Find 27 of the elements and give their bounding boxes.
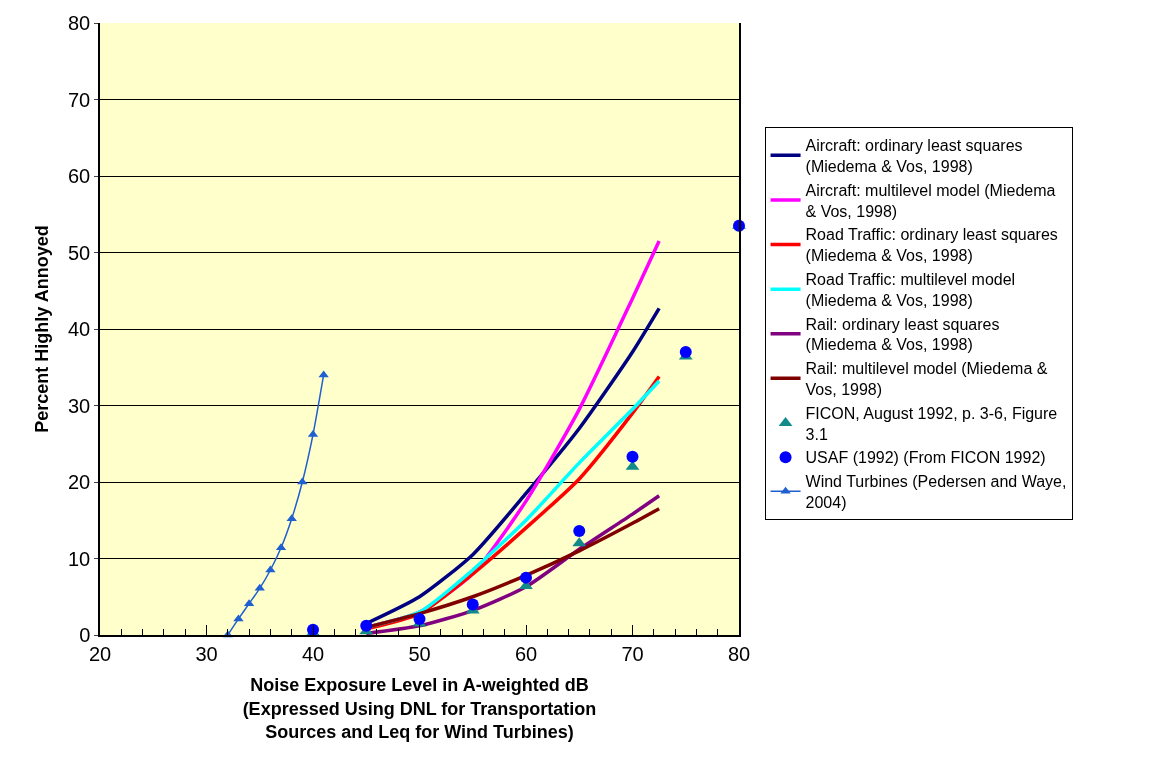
y-tick-label: 70 bbox=[68, 88, 91, 111]
legend-label: Aircraft: multilevel model (Miedema & Vos, 1998) bbox=[805, 181, 1056, 220]
legend-label: Road Traffic: ordinary least squares (Miedema & Vos, 1998) bbox=[805, 226, 1058, 265]
y-tick-label: 40 bbox=[68, 318, 91, 340]
legend-label: Rail: ordinary least squares (Miedema & Vos, 1998) bbox=[805, 315, 1000, 354]
y-tick-label: 20 bbox=[68, 471, 91, 493]
y-tick-label: 50 bbox=[68, 241, 91, 264]
x-axis-title: Noise Exposure Level in A-weighted dB (Expressed Using DNL for Transportation Sources and Leq for Wind Turbines) bbox=[242, 675, 597, 743]
x-tick-label: 80 bbox=[727, 642, 751, 665]
y-tick-label: 80 bbox=[68, 12, 91, 34]
x-tick-label: 50 bbox=[408, 642, 431, 665]
y-tick-label: 0 bbox=[79, 624, 91, 646]
y-tick-label: 30 bbox=[68, 394, 91, 417]
legend-label: Aircraft: ordinary least squares (Miedema & Vos, 1998) bbox=[805, 137, 1023, 175]
legend-label: Road Traffic: multilevel model (Miedema & Vos, 1998) bbox=[805, 270, 1016, 309]
x-tick-label: 60 bbox=[514, 642, 538, 665]
y-tick-label: 60 bbox=[68, 165, 91, 187]
y-axis-title: Percent Highly Annoyed bbox=[31, 225, 52, 433]
x-tick-label: 30 bbox=[195, 642, 218, 665]
legend-label: FICON, August 1992, p. 3-6, Figure 3.1 bbox=[805, 404, 1058, 443]
y-tick-label: 10 bbox=[68, 547, 91, 570]
x-tick-label: 40 bbox=[301, 642, 325, 665]
legend-label: USAF (1992) (From FICON 1992) bbox=[805, 449, 1046, 467]
x-tick-label: 20 bbox=[88, 642, 112, 665]
x-tick-label: 70 bbox=[621, 642, 644, 665]
legend-label: Wind Turbines (Pedersen and Waye, 2004) bbox=[805, 473, 1067, 511]
legend-label: Rail: multilevel model (Miedema & Vos, 1998) bbox=[805, 360, 1048, 398]
